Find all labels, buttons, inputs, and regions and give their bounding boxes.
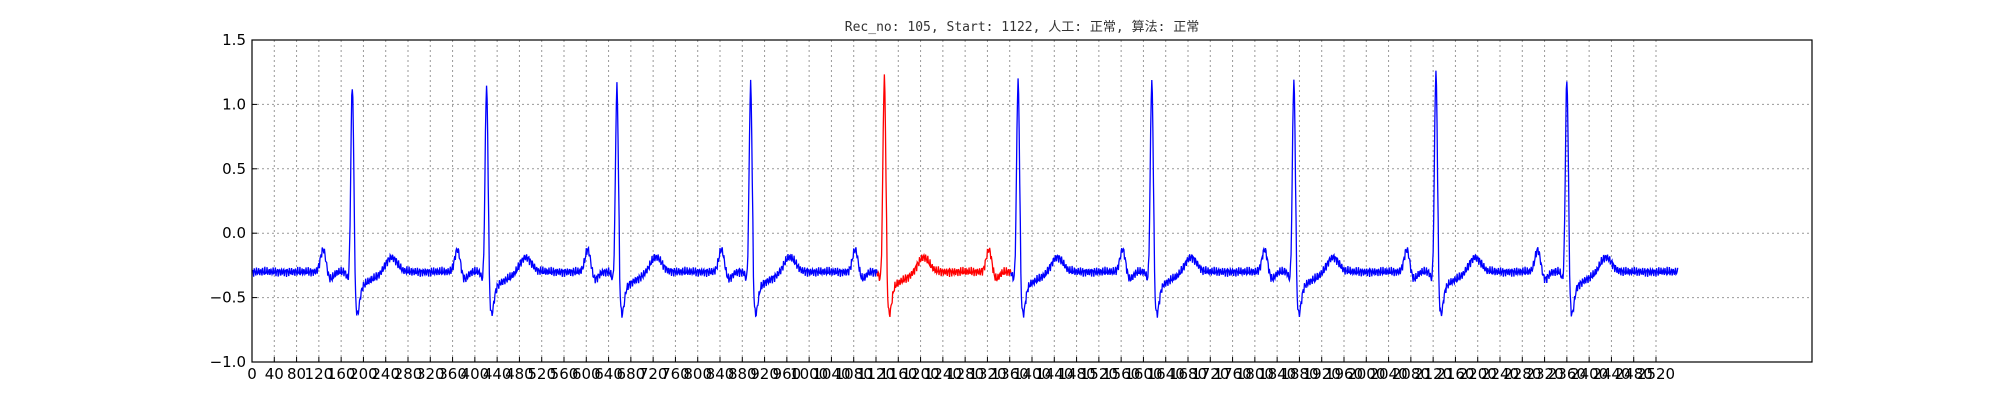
x-tick-label: 920 — [750, 365, 779, 383]
x-tick-label: 40 — [265, 365, 284, 383]
x-tick-label: 1000 — [790, 365, 828, 383]
y-tick-label: 1.5 — [222, 31, 246, 49]
x-tick-label: 1320 — [968, 365, 1006, 383]
plot-frame — [251, 39, 1813, 363]
x-axis-ticks: 0 40 8012016020024028032036040044048052056… — [247, 357, 1675, 383]
x-tick-label: 640 — [594, 365, 623, 383]
x-tick-label: 1480 — [1057, 365, 1095, 383]
x-tick-label: 1440 — [1035, 365, 1073, 383]
x-tick-label: 1880 — [1280, 365, 1318, 383]
x-tick-label: 80 — [287, 365, 306, 383]
x-tick-label: 2440 — [1592, 365, 1630, 383]
x-tick-label: 560 — [550, 365, 579, 383]
x-tick-label: 2200 — [1459, 365, 1497, 383]
x-tick-label: 440 — [483, 365, 512, 383]
y-tick-label: 0.5 — [222, 160, 246, 178]
x-tick-label: 400 — [461, 365, 490, 383]
x-tick-label: 160 — [327, 365, 356, 383]
y-tick-label: −1.0 — [210, 353, 246, 371]
x-tick-label: 1800 — [1236, 365, 1274, 383]
x-tick-label: 2480 — [1615, 365, 1653, 383]
x-tick-label: 1840 — [1258, 365, 1296, 383]
x-tick-label: 1280 — [946, 365, 984, 383]
x-tick-label: 1400 — [1013, 365, 1051, 383]
x-tick-label: 1200 — [901, 365, 939, 383]
x-tick-label: 480 — [505, 365, 534, 383]
x-tick-label: 1240 — [924, 365, 962, 383]
x-tick-label: 760 — [661, 365, 690, 383]
x-tick-label: 1040 — [812, 365, 850, 383]
x-tick-label: 1120 — [857, 365, 895, 383]
x-tick-label: 2280 — [1503, 365, 1541, 383]
y-tick-label: 1.0 — [222, 95, 246, 113]
x-tick-label: 2000 — [1347, 365, 1385, 383]
chart-title: Rec_no: 105, Start: 1122, 人工: 正常, 算法: 正常 — [845, 20, 1199, 35]
x-tick-label: 680 — [617, 365, 646, 383]
x-tick-label: 2320 — [1525, 365, 1563, 383]
x-tick-label: 1360 — [991, 365, 1029, 383]
x-tick-label: 880 — [728, 365, 757, 383]
x-tick-label: 2520 — [1637, 365, 1675, 383]
x-tick-label: 720 — [639, 365, 668, 383]
y-tick-label: −0.5 — [210, 289, 246, 307]
x-tick-label: 1600 — [1124, 365, 1162, 383]
x-tick-label: 2360 — [1548, 365, 1586, 383]
signal-layer — [251, 70, 1679, 318]
x-tick-label: 2040 — [1369, 365, 1407, 383]
x-tick-label: 1960 — [1325, 365, 1363, 383]
x-tick-label: 280 — [394, 365, 423, 383]
x-tick-label: 800 — [683, 365, 712, 383]
y-axis-ticks: −1.0 −0.5 0.0 0.5 1.0 1.5 — [210, 31, 257, 371]
x-tick-label: 600 — [572, 365, 601, 383]
x-tick-label: 1760 — [1213, 365, 1251, 383]
y-tick-label: 0.0 — [222, 224, 246, 242]
signal-normal-after — [1010, 70, 1679, 318]
signal-normal-before — [251, 79, 878, 318]
x-tick-label: 1640 — [1147, 365, 1185, 383]
x-tick-label: 1520 — [1080, 365, 1118, 383]
x-tick-label: 240 — [371, 365, 400, 383]
x-tick-label: 1680 — [1169, 365, 1207, 383]
x-tick-label: 120 — [305, 365, 334, 383]
signal-highlighted-beat — [876, 74, 1012, 318]
x-tick-label: 360 — [438, 365, 467, 383]
x-tick-label: 840 — [706, 365, 735, 383]
x-tick-label: 2400 — [1570, 365, 1608, 383]
x-tick-label: 2120 — [1414, 365, 1452, 383]
x-tick-label: 1160 — [879, 365, 917, 383]
x-tick-label: 1720 — [1191, 365, 1229, 383]
x-tick-label: 520 — [527, 365, 556, 383]
x-tick-label: 200 — [349, 365, 378, 383]
x-tick-label: 1080 — [835, 365, 873, 383]
x-tick-label: 1560 — [1102, 365, 1140, 383]
x-tick-label: 2160 — [1436, 365, 1474, 383]
x-tick-label: 2240 — [1481, 365, 1519, 383]
x-tick-label: 2080 — [1392, 365, 1430, 383]
x-tick-label: 0 — [247, 365, 257, 383]
x-tick-label: 320 — [416, 365, 445, 383]
x-tick-label: 1920 — [1303, 365, 1341, 383]
x-tick-label: 960 — [773, 365, 802, 383]
